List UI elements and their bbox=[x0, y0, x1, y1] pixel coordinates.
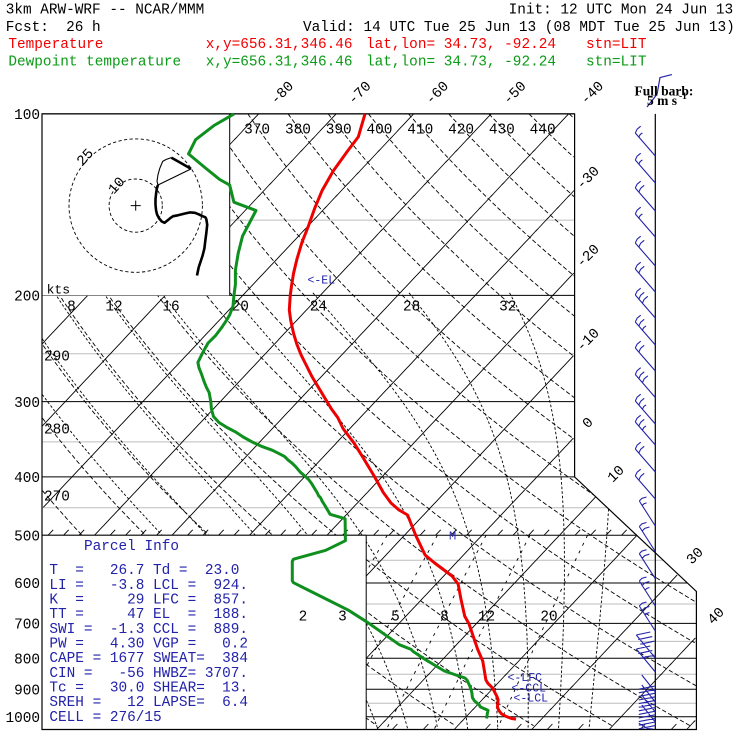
svg-text:PW = 4.30 VGP = 0.2: PW = 4.30 VGP = 0.2 bbox=[49, 637, 248, 653]
svg-text:M: M bbox=[449, 530, 456, 544]
svg-text:40: 40 bbox=[705, 605, 729, 629]
svg-text:Full barb:: Full barb: bbox=[635, 83, 694, 98]
svg-text:-1: -1 bbox=[679, 92, 687, 102]
svg-text:300: 300 bbox=[14, 396, 40, 412]
svg-text:24: 24 bbox=[310, 300, 327, 316]
svg-text:Dewpoint temperature: Dewpoint temperature bbox=[8, 55, 181, 71]
svg-text:<-EL: <-EL bbox=[308, 275, 336, 288]
svg-text:Parcel Info: Parcel Info bbox=[84, 539, 179, 555]
svg-text:Fcst: 26 h: Fcst: 26 h bbox=[6, 20, 101, 36]
svg-text:stn=LIT: stn=LIT bbox=[586, 55, 647, 71]
svg-text:<-CCL: <-CCL bbox=[512, 683, 547, 696]
svg-text:CAPE = 1677 SWEAT= 384: CAPE = 1677 SWEAT= 384 bbox=[49, 651, 248, 667]
svg-text:800: 800 bbox=[14, 653, 40, 669]
svg-text:1000: 1000 bbox=[5, 711, 40, 727]
svg-text:Temperature: Temperature bbox=[8, 37, 103, 53]
svg-text:900: 900 bbox=[14, 683, 40, 699]
svg-text:20: 20 bbox=[232, 300, 249, 316]
svg-text:<-LCL: <-LCL bbox=[514, 693, 549, 706]
svg-text:8: 8 bbox=[440, 610, 449, 626]
svg-text:-70: -70 bbox=[346, 79, 376, 109]
svg-text:LI = -3.8 LCL = 924.: LI = -3.8 LCL = 924. bbox=[49, 578, 248, 594]
svg-text:-30: -30 bbox=[574, 164, 604, 194]
svg-text:lat,lon= 34.73, -92.24: lat,lon= 34.73, -92.24 bbox=[366, 55, 556, 71]
svg-text:T = 26.7 Td = 23.0: T = 26.7 Td = 23.0 bbox=[49, 563, 239, 579]
svg-text:3: 3 bbox=[338, 610, 347, 626]
svg-text:TT = 47 EL = 188.: TT = 47 EL = 188. bbox=[49, 607, 248, 623]
svg-text:100: 100 bbox=[14, 108, 40, 124]
svg-text:Init: 12 UTC Mon 24 Jun 13: Init: 12 UTC Mon 24 Jun 13 bbox=[509, 3, 734, 19]
svg-text:K = 29 LFC = 857.: K = 29 LFC = 857. bbox=[49, 593, 248, 609]
svg-text:600: 600 bbox=[14, 577, 40, 593]
svg-text:0: 0 bbox=[580, 415, 597, 432]
svg-text:20: 20 bbox=[540, 610, 557, 626]
svg-text:x,y=656.31,346.46: x,y=656.31,346.46 bbox=[206, 37, 353, 53]
svg-text:SREH = 12 LAPSE= 6.4: SREH = 12 LAPSE= 6.4 bbox=[49, 695, 248, 711]
svg-text:CIN = -56 HWBZ= 3707.: CIN = -56 HWBZ= 3707. bbox=[49, 666, 248, 682]
svg-text:CELL = 276/15: CELL = 276/15 bbox=[49, 710, 161, 726]
svg-text:-50: -50 bbox=[501, 79, 531, 109]
svg-text:430: 430 bbox=[489, 123, 515, 139]
svg-text:12: 12 bbox=[478, 610, 495, 626]
svg-text:32: 32 bbox=[499, 300, 516, 316]
svg-text:16: 16 bbox=[162, 300, 179, 316]
svg-text:410: 410 bbox=[407, 123, 433, 139]
svg-text:stn=LIT: stn=LIT bbox=[586, 37, 647, 53]
svg-text:420: 420 bbox=[448, 123, 474, 139]
svg-text:lat,lon= 34.73, -92.24: lat,lon= 34.73, -92.24 bbox=[366, 37, 556, 53]
svg-text:400: 400 bbox=[367, 123, 393, 139]
svg-text:Tc = 30.0 SHEAR= 13.: Tc = 30.0 SHEAR= 13. bbox=[49, 680, 248, 696]
svg-text:2: 2 bbox=[299, 610, 308, 626]
svg-text:440: 440 bbox=[530, 123, 556, 139]
svg-text:<-LFC: <-LFC bbox=[508, 672, 543, 685]
svg-text:3km ARW-WRF -- NCAR/MMM: 3km ARW-WRF -- NCAR/MMM bbox=[6, 3, 205, 19]
svg-text:12: 12 bbox=[105, 300, 122, 316]
svg-text:280: 280 bbox=[44, 422, 70, 438]
svg-text:500: 500 bbox=[14, 529, 40, 545]
svg-text:5: 5 bbox=[391, 610, 400, 626]
svg-text:-40: -40 bbox=[578, 79, 608, 109]
svg-text:28: 28 bbox=[403, 300, 420, 316]
svg-text:-60: -60 bbox=[423, 79, 453, 109]
svg-text:8: 8 bbox=[67, 300, 76, 316]
svg-text:10: 10 bbox=[605, 463, 629, 487]
svg-text:290: 290 bbox=[44, 350, 70, 366]
svg-text:x,y=656.31,346.46: x,y=656.31,346.46 bbox=[206, 55, 353, 71]
svg-text:5 m s: 5 m s bbox=[647, 93, 677, 108]
svg-text:380: 380 bbox=[285, 123, 311, 139]
svg-text:30: 30 bbox=[684, 545, 708, 569]
svg-text:700: 700 bbox=[14, 618, 40, 634]
svg-text:-80: -80 bbox=[268, 79, 298, 109]
svg-text:390: 390 bbox=[326, 123, 352, 139]
svg-text:200: 200 bbox=[14, 290, 40, 306]
svg-text:kts: kts bbox=[47, 283, 70, 298]
svg-text:-20: -20 bbox=[574, 242, 604, 272]
svg-text:SWI = -1.3 CCL = 889.: SWI = -1.3 CCL = 889. bbox=[49, 622, 248, 638]
svg-text:400: 400 bbox=[14, 471, 40, 487]
svg-text:-10: -10 bbox=[574, 326, 604, 356]
svg-text:Valid: 14 UTC Tue 25 Jun 13 (0: Valid: 14 UTC Tue 25 Jun 13 (08 MDT Tue … bbox=[303, 20, 735, 36]
svg-text:370: 370 bbox=[244, 123, 270, 139]
svg-text:270: 270 bbox=[44, 489, 70, 505]
